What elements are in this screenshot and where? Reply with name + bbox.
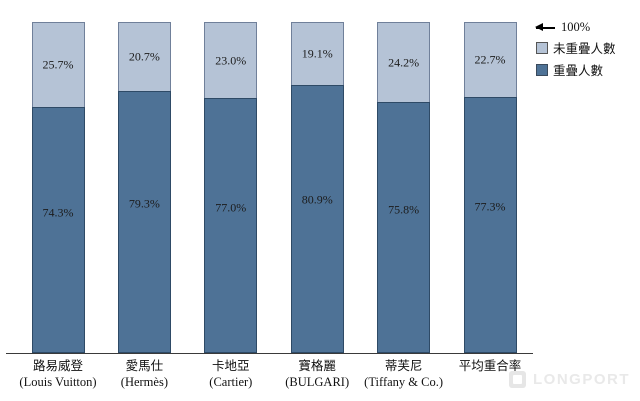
bar-segment-overlap: 74.3% — [31, 107, 85, 353]
bar-4: 24.2% 75.8% — [377, 22, 431, 353]
bar-segment-overlap: 80.9% — [290, 85, 344, 353]
bar-value-non-overlap: 22.7% — [474, 52, 506, 67]
category-name: 寶格麗 — [298, 359, 336, 373]
category-name: 平均重合率 — [458, 359, 522, 373]
category-label-5: 平均重合率 — [425, 358, 555, 374]
bar-value-non-overlap: 25.7% — [42, 57, 74, 72]
legend-label-overlap: 重疊人數 — [553, 64, 604, 78]
category-name: 蒂芙尼 — [384, 359, 423, 373]
bar-segment-non-overlap: 23.0% — [204, 22, 258, 99]
bar-value-non-overlap: 20.7% — [128, 49, 160, 64]
category-label-4: 蒂芙尼 (Tiffany & Co.) — [339, 358, 469, 390]
legend: 100% 未重疊人數 重疊人數 — [535, 20, 616, 82]
legend-item-overlap: 重疊人數 — [536, 60, 616, 79]
category-subname: (BULGARI) — [285, 375, 350, 389]
category-label-1: 愛馬仕 (Hermès) — [79, 358, 209, 390]
bar-value-overlap: 77.0% — [215, 200, 247, 215]
bar-value-non-overlap: 23.0% — [215, 53, 247, 68]
bar-5: 22.7% 77.3% — [463, 22, 517, 353]
category-label-2: 卡地亞 (Cartier) — [166, 358, 296, 390]
bar-segment-non-overlap: 20.7% — [117, 22, 171, 91]
bar-segment-overlap: 79.3% — [117, 90, 171, 353]
category-subname: (Louis Vuitton) — [19, 375, 97, 389]
category-label-0: 路易威登 (Louis Vuitton) — [0, 358, 123, 390]
legend-100-label: 100% — [561, 20, 591, 34]
bar-value-non-overlap: 24.2% — [388, 55, 420, 70]
arrow-left-icon — [535, 23, 555, 31]
legend-label-non-overlap: 未重疊人數 — [553, 42, 616, 56]
x-axis-line — [6, 353, 533, 354]
bar-segment-overlap: 77.0% — [204, 98, 258, 353]
category-name: 卡地亞 — [212, 359, 250, 373]
legend-swatch-overlap — [536, 63, 548, 76]
category-subname: (Hermès) — [120, 375, 168, 389]
category-label-3: 寶格麗 (BULGARI) — [252, 358, 382, 390]
category-subname: (Tiffany & Co.) — [364, 375, 443, 389]
bar-3: 19.1% 80.9% — [290, 22, 344, 353]
bar-0: 25.7% 74.3% — [31, 22, 85, 353]
bar-segment-non-overlap: 24.2% — [377, 22, 431, 103]
bar-value-overlap: 74.3% — [42, 205, 74, 220]
bar-value-overlap: 75.8% — [388, 202, 420, 217]
longport-watermark: LONGPORT — [509, 371, 630, 388]
bar-value-non-overlap: 19.1% — [301, 46, 333, 61]
legend-swatch-non-overlap — [536, 41, 548, 54]
bar-2: 23.0% 77.0% — [204, 22, 258, 353]
bar-segment-non-overlap: 19.1% — [290, 22, 344, 86]
longport-watermark-text: LONGPORT — [533, 371, 630, 388]
legend-item-non-overlap: 未重疊人數 — [536, 38, 616, 57]
legend-100-row: 100% — [535, 20, 616, 35]
bar-segment-overlap: 75.8% — [377, 102, 431, 353]
category-subname: (Cartier) — [209, 375, 253, 389]
bar-segment-non-overlap: 22.7% — [463, 22, 517, 98]
category-name: 路易威登 — [32, 359, 83, 373]
bar-segment-non-overlap: 25.7% — [31, 22, 85, 108]
bar-1: 20.7% 79.3% — [117, 22, 171, 353]
category-name: 愛馬仕 — [125, 359, 164, 373]
bar-value-overlap: 80.9% — [301, 192, 333, 207]
bar-value-overlap: 79.3% — [128, 196, 160, 211]
bar-value-overlap: 77.3% — [474, 199, 506, 214]
bar-segment-overlap: 77.3% — [463, 97, 517, 353]
longport-logo-icon — [509, 371, 526, 388]
